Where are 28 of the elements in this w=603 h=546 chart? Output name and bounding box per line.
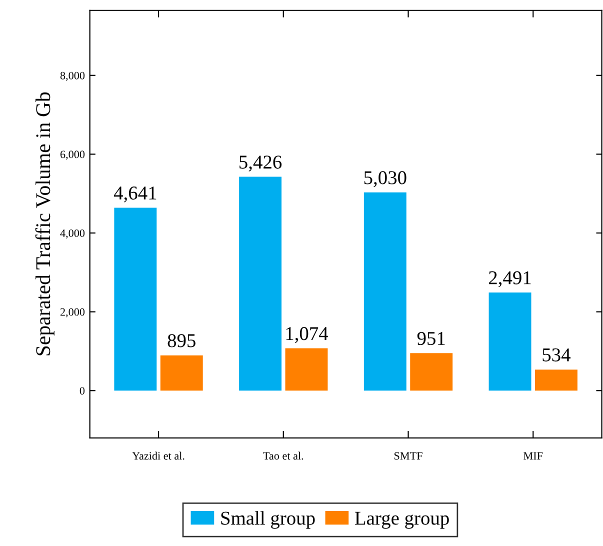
- data-label: 895: [168, 334, 196, 348]
- bar: [285, 348, 328, 391]
- bar: [364, 192, 406, 391]
- data-label: 2,491: [488, 271, 531, 288]
- bar: [160, 355, 203, 391]
- x-tick-label: Tao et al.: [263, 452, 304, 460]
- y-tick-label: 4,000: [60, 229, 85, 239]
- y-tick-label: 2,000: [60, 308, 85, 318]
- legend-label: Small group: [221, 511, 315, 529]
- data-label: 5,030: [364, 171, 406, 188]
- legend-label: Large group: [355, 512, 449, 529]
- data-label: 951: [417, 332, 445, 346]
- data-label: 534: [542, 348, 570, 362]
- bar: [410, 353, 453, 391]
- y-tick-label: 6,000: [60, 150, 85, 160]
- bar: [488, 292, 532, 391]
- x-tick-label: MIF: [524, 452, 543, 460]
- data-label: 4,641: [114, 186, 156, 202]
- bar: [239, 176, 282, 391]
- data-label: 1,074: [286, 327, 328, 343]
- bar: [534, 370, 578, 391]
- y-tick-label: 8,000: [60, 72, 85, 81]
- bar: [114, 208, 157, 391]
- y-tick-label: 0: [80, 387, 85, 395]
- data-label: 5,426: [240, 156, 282, 172]
- x-tick-label: SMTF: [394, 452, 422, 460]
- x-tick-label: Yazidi et al.: [132, 452, 184, 460]
- y-axis-title: Separated Traffic Volume in Gb: [35, 92, 54, 356]
